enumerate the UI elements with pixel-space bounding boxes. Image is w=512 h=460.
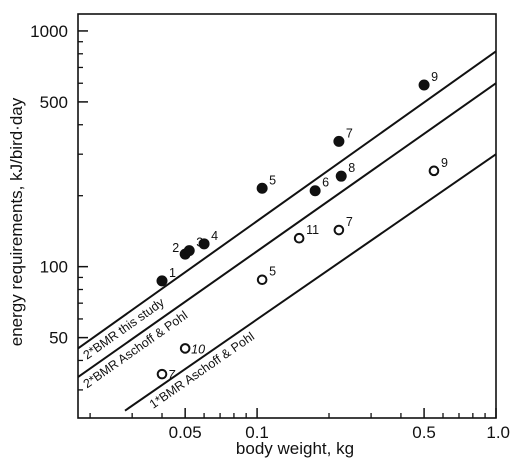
point-label: 2 bbox=[172, 241, 179, 255]
data-points bbox=[156, 79, 440, 380]
point-label: 4 bbox=[211, 229, 218, 243]
filled-circle-marker bbox=[198, 238, 210, 250]
point-label: 7 bbox=[346, 215, 353, 229]
filled-circle-marker bbox=[256, 182, 268, 194]
point-label: 6 bbox=[322, 176, 329, 190]
filled-circle-marker bbox=[335, 170, 347, 182]
point-label: 7 bbox=[346, 126, 353, 140]
open-circle-marker bbox=[293, 232, 305, 244]
open-circle-marker bbox=[428, 165, 440, 177]
plot-border bbox=[77, 13, 497, 419]
point-label: 9 bbox=[441, 156, 448, 170]
point-label: 5 bbox=[269, 265, 276, 279]
y-tick-label: 1000 bbox=[30, 22, 68, 41]
point-label: 3 bbox=[196, 236, 203, 250]
y-axis-ticks: 50 100 500 1000 bbox=[30, 22, 88, 391]
x-axis-title: body weight, kg bbox=[236, 439, 354, 458]
point-label: 1 bbox=[169, 266, 176, 280]
y-tick-label: 100 bbox=[40, 258, 68, 277]
x-tick-label: 0.5 bbox=[412, 423, 436, 442]
open-circle-marker bbox=[256, 274, 268, 286]
plot-frame bbox=[77, 13, 497, 419]
point-label: 8 bbox=[348, 161, 355, 175]
filled-circle-marker bbox=[156, 275, 168, 287]
reference-lines bbox=[77, 50, 497, 412]
y-tick-label: 50 bbox=[49, 329, 68, 348]
reference-line bbox=[77, 50, 497, 350]
point-label: 5 bbox=[269, 173, 276, 187]
x-tick-label: 1.0 bbox=[486, 423, 510, 442]
point-label: 7 bbox=[168, 368, 176, 382]
y-axis-title: energy requirements, kJ/bird·day bbox=[7, 97, 26, 346]
filled-circle-marker bbox=[183, 245, 195, 257]
open-circle-marker bbox=[179, 343, 191, 354]
y-tick-label: 500 bbox=[40, 93, 68, 112]
reference-line bbox=[124, 153, 497, 412]
x-axis-ticks: 0.05 0.1 0.5 1.0 bbox=[89, 408, 510, 442]
filled-circle-marker bbox=[333, 135, 345, 147]
open-circle-marker bbox=[156, 368, 168, 380]
point-label: 11 bbox=[306, 223, 319, 237]
reference-line bbox=[77, 82, 497, 378]
data-point-labels: 1 2 3 4 5 6 7 8 9 7 10 5 11 7 9 bbox=[168, 70, 448, 382]
filled-circle-marker bbox=[418, 79, 430, 91]
point-label: 9 bbox=[431, 70, 438, 84]
filled-circle-marker bbox=[309, 185, 321, 197]
x-tick-label: 0.1 bbox=[245, 423, 269, 442]
point-label: 10 bbox=[191, 342, 205, 356]
open-circle-marker bbox=[333, 224, 345, 236]
x-tick-label: 0.05 bbox=[169, 423, 202, 442]
